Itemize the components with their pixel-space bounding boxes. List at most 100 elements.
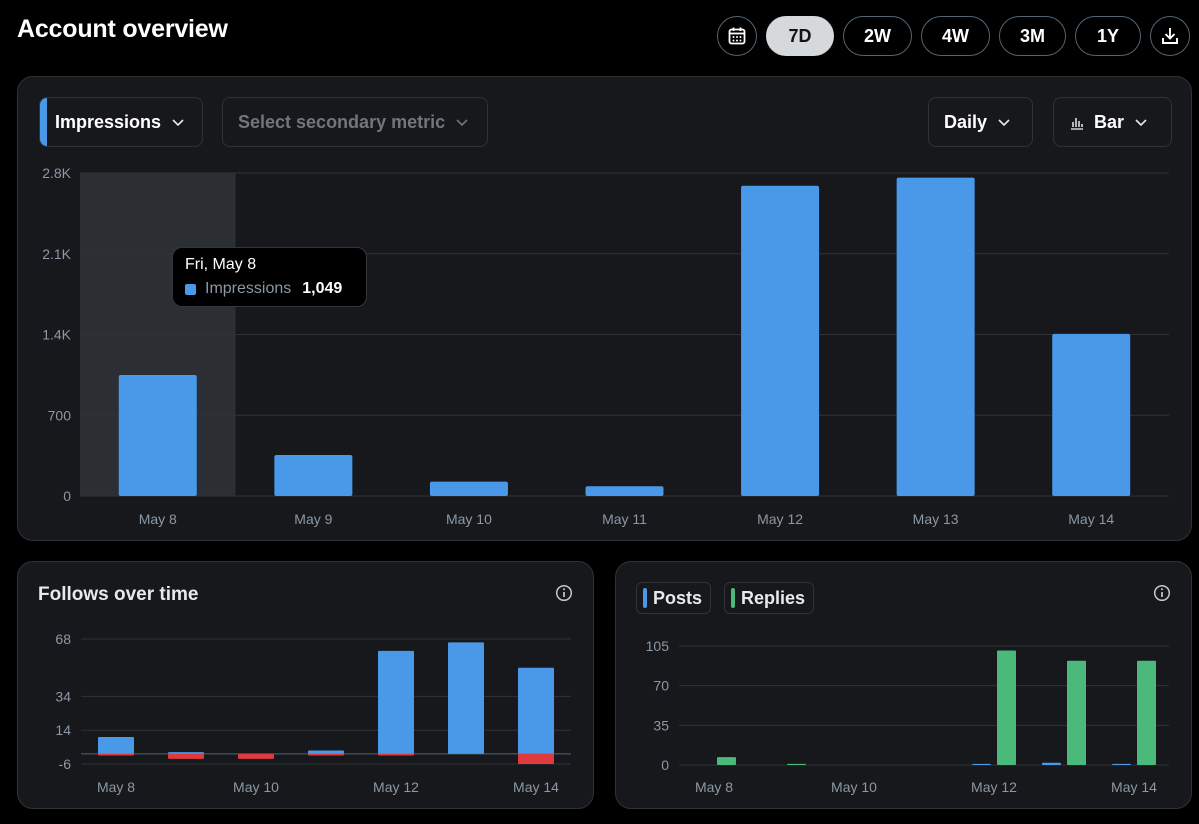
chevron-down-icon	[1135, 119, 1147, 127]
replies-bar	[787, 763, 806, 765]
follows-bar	[378, 650, 414, 754]
x-tick-label: May 11	[602, 511, 647, 527]
chart-tooltip: Fri, May 8 Impressions 1,049	[172, 247, 367, 307]
unfollows-bar	[308, 753, 344, 756]
primary-metric-label: Impressions	[55, 111, 162, 132]
posts-color	[643, 588, 647, 608]
follows-bar	[308, 750, 344, 754]
follows-bar	[98, 736, 134, 754]
calendar-icon	[728, 27, 746, 45]
secondary-metric-placeholder: Select secondary metric	[238, 111, 446, 132]
y-tick-label: 0	[661, 757, 669, 773]
legend-replies[interactable]: Replies	[724, 582, 815, 614]
chevron-down-icon	[172, 119, 184, 127]
impressions-bar	[1052, 333, 1131, 496]
impressions-bar	[741, 185, 820, 497]
chevron-down-icon	[998, 119, 1010, 127]
chart-type-select[interactable]: Bar	[1053, 97, 1172, 147]
impressions-bar	[585, 486, 664, 496]
range-3m-button[interactable]: 3M	[998, 16, 1066, 56]
x-tick-label: May 12	[971, 779, 1017, 795]
unfollows-bar	[168, 753, 204, 759]
y-tick-label: 2.8K	[42, 165, 71, 181]
x-tick-label: May 14	[513, 779, 559, 795]
y-tick-label: 0	[63, 488, 71, 504]
replies-bar	[997, 650, 1016, 765]
replies-bar	[1137, 660, 1156, 765]
legend-replies-label: Replies	[741, 587, 806, 608]
posts-replies-card: Posts Replies 0 35 70 105 May 8 May 10 May 12 M…	[615, 561, 1192, 809]
range-2w-button[interactable]: 2W	[842, 16, 912, 56]
y-tick-label: 105	[646, 638, 670, 654]
y-tick-label: 35	[653, 717, 669, 733]
chart-type-label: Bar	[1094, 111, 1125, 132]
primary-metric-color	[40, 98, 47, 146]
follows-bar	[168, 752, 204, 754]
y-tick-label: 2.1K	[42, 246, 71, 262]
y-tick-label: 68	[55, 631, 71, 647]
impressions-bar	[118, 374, 197, 496]
follows-title: Follows over time	[38, 584, 199, 605]
unfollows-bar	[378, 753, 414, 756]
x-tick-label: May 8	[695, 779, 733, 795]
replies-color	[731, 588, 735, 608]
x-tick-label: May 8	[139, 511, 177, 527]
x-tick-label: May 10	[233, 779, 279, 795]
legend-posts-label: Posts	[653, 587, 703, 608]
x-tick-label: May 9	[294, 511, 332, 527]
x-tick-label: May 8	[97, 779, 135, 795]
impressions-chart: 0 700 1.4K 2.1K 2.8K May 8 May 9 May 10 May 11 Ma…	[42, 165, 1169, 527]
range-1y-button[interactable]: 1Y	[1075, 16, 1141, 56]
y-tick-label: -6	[59, 756, 72, 772]
impressions-card: Impressions Select secondary metric Dail…	[17, 76, 1192, 541]
info-icon[interactable]	[1153, 584, 1171, 602]
impressions-bar	[429, 481, 508, 496]
x-tick-label: May 10	[446, 511, 492, 527]
unfollows-bar	[98, 753, 134, 756]
x-tick-label: May 14	[1068, 511, 1114, 527]
tooltip-value: 1,049	[302, 280, 343, 297]
download-button[interactable]	[1150, 16, 1190, 56]
bar-chart-icon	[1071, 117, 1083, 130]
x-tick-label: May 10	[831, 779, 877, 795]
primary-metric-select[interactable]: Impressions	[39, 97, 203, 147]
chevron-down-icon	[456, 119, 468, 127]
follows-chart: -6 14 34 68 May 8 May 10 May 12 May 14	[55, 631, 571, 795]
x-tick-label: May 13	[913, 511, 959, 527]
tooltip-swatch	[185, 283, 196, 295]
impressions-bar	[274, 455, 353, 496]
posts-replies-chart: 0 35 70 105 May 8 May 10 May 12 May 14	[646, 638, 1169, 795]
posts-bar	[1112, 763, 1131, 765]
calendar-button[interactable]	[716, 16, 757, 56]
replies-bar	[717, 757, 736, 765]
impressions-bar	[896, 177, 975, 496]
x-tick-label: May 14	[1111, 779, 1157, 795]
tooltip-metric: Impressions	[205, 280, 292, 297]
y-tick-label: 70	[653, 678, 669, 694]
replies-bar	[1067, 660, 1086, 765]
page-title: Account overview	[17, 15, 228, 43]
y-tick-label: 34	[55, 688, 71, 704]
date-range-bar: 7D 2W 4W 3M 1Y	[716, 16, 1190, 56]
interval-select[interactable]: Daily	[928, 97, 1033, 147]
unfollows-bar	[238, 753, 274, 759]
follows-bar	[448, 642, 484, 754]
interval-label: Daily	[944, 111, 988, 132]
range-4w-button[interactable]: 4W	[920, 16, 990, 56]
x-tick-label: May 12	[757, 511, 803, 527]
range-7d-button[interactable]: 7D	[765, 16, 834, 56]
secondary-metric-select[interactable]: Select secondary metric	[222, 97, 488, 147]
info-icon[interactable]	[555, 584, 573, 602]
y-tick-label: 14	[55, 722, 71, 738]
x-tick-label: May 12	[373, 779, 419, 795]
tooltip-date: Fri, May 8	[185, 256, 257, 273]
posts-bar	[972, 763, 991, 765]
follows-card: Follows over time -6 14 34 68 May 8 May 10 May…	[17, 561, 594, 809]
y-tick-label: 1.4K	[42, 327, 71, 343]
legend-posts[interactable]: Posts	[636, 582, 712, 614]
y-tick-label: 700	[48, 407, 72, 423]
posts-bar	[1042, 762, 1061, 765]
download-icon	[1162, 28, 1178, 44]
follows-bar	[518, 667, 554, 754]
unfollows-bar	[518, 753, 554, 764]
